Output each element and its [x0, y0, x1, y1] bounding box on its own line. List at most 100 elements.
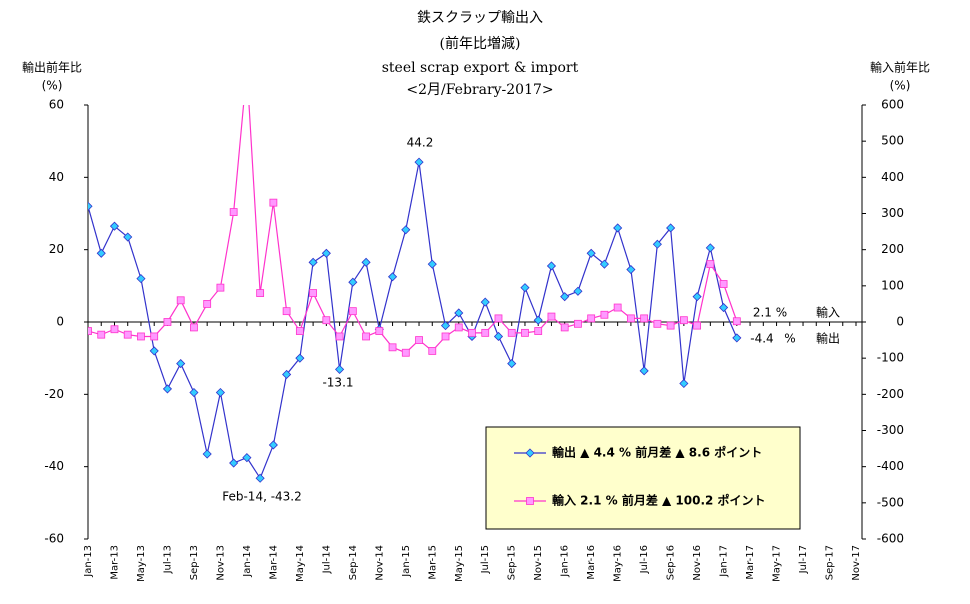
import-marker — [626, 314, 635, 323]
export-marker — [282, 369, 292, 380]
export-marker — [692, 292, 702, 302]
x-tick-label: Nov-15 — [533, 545, 544, 581]
import-marker — [600, 310, 609, 319]
x-tick-label: May-16 — [613, 545, 624, 582]
x-tick-label: Jul-17 — [798, 545, 809, 574]
export-marker — [599, 259, 609, 269]
export-marker — [149, 346, 159, 356]
export-marker — [493, 331, 504, 342]
annotation: 2.1 % — [753, 306, 787, 320]
import-marker — [521, 328, 529, 337]
import-marker — [335, 332, 344, 341]
import-marker — [428, 347, 437, 355]
import-marker — [388, 343, 397, 352]
x-tick-label: Mar-15 — [427, 545, 438, 580]
export-marker — [525, 448, 535, 458]
export-marker — [321, 248, 331, 258]
export-marker — [387, 272, 398, 282]
import-marker — [534, 327, 543, 335]
import-marker — [163, 318, 172, 326]
chart-subtitle: (前年比増減) — [440, 35, 521, 52]
title-en: steel scrap export & import — [382, 60, 579, 76]
legend-box — [485, 426, 801, 530]
export-marker — [162, 384, 173, 394]
x-tick-label: Jul-15 — [480, 545, 491, 574]
x-tick-label: Sep-17 — [825, 545, 836, 580]
import-marker — [679, 316, 688, 325]
x-tick-label: Jan-16 — [560, 545, 571, 578]
import-marker — [110, 325, 119, 334]
y2-tick-label: -200 — [877, 387, 904, 401]
x-tick-label: Jan-17 — [719, 545, 730, 578]
legend-label: 輸出 ▲ 4.4 % 前月差 ▲ 8.6 ポイント — [552, 445, 762, 460]
import-marker — [295, 327, 304, 335]
import-marker — [454, 323, 463, 332]
import-line — [88, 105, 738, 354]
x-tick-label: Nov-16 — [692, 545, 703, 581]
import-marker — [547, 312, 556, 321]
x-tick-label: May-15 — [454, 545, 465, 582]
y2-tick-label: 200 — [881, 242, 904, 256]
y-tick-label: 60 — [49, 98, 64, 112]
export-marker — [546, 261, 557, 271]
export-marker — [109, 221, 120, 231]
export-marker — [189, 387, 199, 398]
y2-tick-label: 300 — [881, 206, 904, 220]
import-marker — [574, 319, 582, 328]
y2-tick-label: 100 — [881, 278, 904, 292]
export-marker — [560, 292, 570, 302]
export-marker — [176, 359, 186, 369]
export-marker — [652, 239, 662, 249]
x-tick-label: May-14 — [295, 545, 306, 582]
y-tick-label: 20 — [49, 242, 64, 256]
import-marker — [732, 317, 741, 326]
import-marker — [653, 319, 662, 328]
y2-tick-label: -400 — [877, 459, 904, 473]
export-marker — [96, 248, 106, 258]
x-tick-label: May-13 — [136, 545, 147, 582]
x-tick-label: Nov-17 — [851, 545, 862, 581]
y2-tick-label: 400 — [881, 170, 904, 184]
y-axis-label: 輸出前年比 — [22, 60, 82, 75]
import-marker — [401, 348, 410, 357]
import-marker — [269, 198, 278, 207]
y2-axis-label: 輸入前年比 — [870, 60, 930, 75]
x-tick-label: Sep-16 — [666, 545, 677, 580]
export-marker — [242, 453, 252, 463]
annotation: -13.1 — [322, 376, 353, 390]
import-marker — [640, 314, 649, 323]
export-marker — [268, 440, 278, 450]
x-tick-label: Mar-17 — [745, 545, 756, 580]
export-marker — [732, 333, 742, 343]
import-marker — [176, 296, 185, 305]
export-marker — [308, 257, 318, 267]
export-marker — [573, 286, 583, 296]
export-marker — [335, 364, 345, 374]
plot-area — [88, 105, 742, 483]
export-marker — [666, 223, 676, 233]
export-marker — [626, 264, 636, 275]
x-tick-label: Mar-13 — [109, 545, 120, 580]
y2-tick-label: 0 — [896, 315, 904, 329]
import-marker — [137, 332, 145, 341]
import-marker — [507, 328, 516, 337]
import-marker — [693, 321, 702, 330]
export-marker — [520, 283, 530, 293]
import-marker — [282, 307, 291, 316]
y2-tick-label: -100 — [877, 351, 904, 365]
annotation: 輸出 — [816, 331, 840, 346]
x-tick-label: Sep-15 — [507, 545, 518, 580]
export-marker — [705, 243, 715, 253]
y-tick-label: -20 — [44, 387, 64, 401]
import-marker — [587, 314, 596, 323]
import-marker — [150, 332, 159, 341]
import-marker — [203, 300, 212, 308]
import-marker — [216, 283, 225, 292]
import-marker — [415, 336, 423, 344]
x-tick-label: Nov-14 — [374, 545, 385, 581]
y2-tick-label: 500 — [881, 134, 904, 148]
y-axis-unit: (%) — [42, 79, 63, 93]
y-tick-label: -60 — [44, 532, 64, 546]
x-tick-label: Sep-13 — [189, 545, 200, 580]
x-tick-label: Mar-16 — [586, 545, 597, 580]
